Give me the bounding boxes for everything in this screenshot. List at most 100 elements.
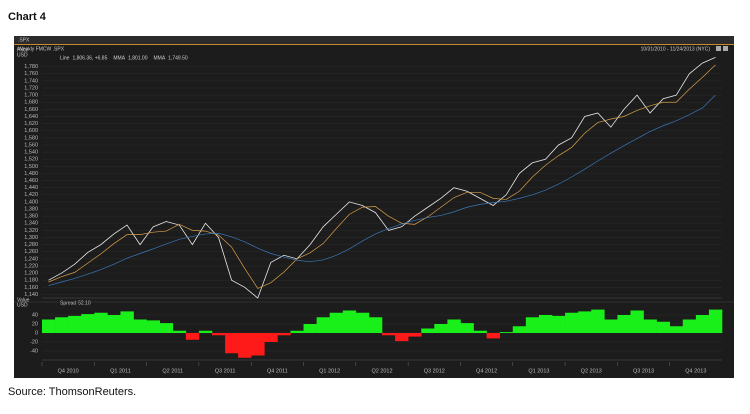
y-tick-label: 1,280	[24, 242, 38, 248]
x-tick-label: Q1 2013	[528, 368, 549, 374]
legend-value: 1,806.36, +6.85	[72, 55, 107, 61]
legend-name: MMA	[154, 55, 166, 61]
y-tick-label: 1,400	[24, 199, 38, 205]
x-tick-label: Q4 2011	[267, 368, 288, 374]
spread-bar	[81, 314, 95, 333]
y-tick-label: 1,740	[24, 78, 38, 84]
spread-bar	[578, 311, 592, 333]
y-tick-label: 1,200	[24, 271, 38, 277]
y-tick-label: 1,560	[24, 142, 38, 148]
y-tick-label: -40	[30, 348, 38, 354]
legend-name: MMA	[113, 55, 125, 61]
spread-bar	[55, 317, 69, 333]
spread-bar	[120, 311, 134, 333]
spread-bar	[277, 333, 291, 336]
price-line	[48, 57, 716, 299]
spread-bar	[460, 323, 474, 333]
y-tick-label: 1,440	[24, 185, 38, 191]
y-tick-label: 1,640	[24, 114, 38, 120]
y-tick-label: 1,260	[24, 249, 38, 255]
y-axis-title: Price	[17, 47, 29, 53]
y-tick-label: 0	[35, 330, 38, 336]
ric: .SPX	[18, 37, 30, 43]
spread-bar	[316, 317, 330, 333]
spread-bar	[172, 330, 187, 333]
y-tick-label: 1,600	[24, 128, 38, 134]
y-tick-label: 1,720	[24, 85, 38, 91]
spread-bar	[669, 326, 684, 333]
y-tick-label: 1,360	[24, 214, 38, 220]
y-tick-label: 1,140	[24, 292, 38, 298]
y-tick-label: -20	[30, 339, 38, 345]
spread-bar	[486, 333, 500, 339]
y-tick-label: 1,780	[24, 64, 38, 70]
spread-bar	[695, 315, 710, 333]
x-tick-label: Q1 2012	[319, 368, 340, 374]
y-tick-label: 40	[32, 312, 38, 318]
spread-bar	[656, 321, 670, 333]
y-tick-label: 1,320	[24, 228, 38, 234]
spread-bar	[251, 333, 265, 356]
spread-bar	[146, 320, 160, 333]
spread-bar	[512, 326, 527, 333]
y-tick-label: 1,580	[24, 135, 38, 141]
y-tick-label: 1,420	[24, 192, 38, 198]
y-tick-label: 1,660	[24, 107, 38, 113]
spread-bar	[159, 323, 174, 333]
spread-bar	[290, 330, 304, 333]
y-tick-label: 1,520	[24, 157, 38, 163]
spread-bar	[395, 333, 409, 342]
x-tick-label: Q3 2012	[424, 368, 445, 374]
spread-bar	[617, 315, 631, 333]
spread-bar	[630, 310, 644, 333]
spread-bar	[185, 333, 200, 340]
y-tick-label: 1,620	[24, 121, 38, 127]
spread-bar	[591, 309, 605, 333]
spread-bar	[303, 324, 317, 333]
date-range: 10/31/2010 - 11/24/2013 (NYC)	[641, 46, 711, 52]
legend-name: Spread	[60, 300, 76, 306]
x-tick-label: Q2 2011	[162, 368, 183, 374]
spread-bar	[538, 315, 553, 333]
spread-bar	[408, 333, 422, 337]
y-tick-label: 1,240	[24, 256, 38, 262]
x-tick-label: Q3 2013	[633, 368, 654, 374]
price-line	[48, 94, 716, 286]
spread-bar	[68, 315, 82, 333]
x-tick-label: Q2 2013	[581, 368, 602, 374]
x-tick-label: Q2 2012	[371, 368, 392, 374]
spread-bar	[368, 317, 383, 333]
spread-bar	[708, 309, 723, 333]
title-bar	[14, 36, 734, 44]
spread-bar	[198, 330, 213, 333]
y-tick-label: 1,300	[24, 235, 38, 241]
spread-bar	[565, 312, 579, 333]
y-tick-label: 20	[32, 321, 38, 327]
y-tick-label: 1,700	[24, 93, 38, 99]
panel-button[interactable]	[723, 46, 728, 51]
spread-bar	[264, 333, 278, 342]
spread-bar	[682, 319, 697, 333]
spread-bar	[525, 317, 540, 333]
spread-bar	[225, 333, 239, 354]
y-axis-title: USD	[17, 52, 28, 58]
y-tick-label: 1,180	[24, 278, 38, 284]
spread-bar	[382, 333, 396, 336]
spread-bar	[447, 319, 461, 333]
y-tick-label: 1,460	[24, 178, 38, 184]
spread-bar	[133, 319, 147, 333]
x-tick-label: Q3 2011	[215, 368, 236, 374]
legend-name: Line	[60, 55, 70, 61]
y-tick-label: 1,380	[24, 206, 38, 212]
spread-bar	[421, 328, 435, 333]
y-axis-title: USD	[17, 302, 28, 308]
spread-bar	[499, 332, 514, 333]
panel-title: Weekly FMCW .SPX	[18, 46, 65, 52]
spread-bar	[355, 312, 370, 333]
panel-button[interactable]	[716, 46, 721, 51]
title-bar-line	[14, 44, 734, 45]
x-tick-label: Q1 2011	[110, 368, 131, 374]
y-tick-label: 1,220	[24, 263, 38, 269]
spread-bar	[212, 333, 226, 336]
